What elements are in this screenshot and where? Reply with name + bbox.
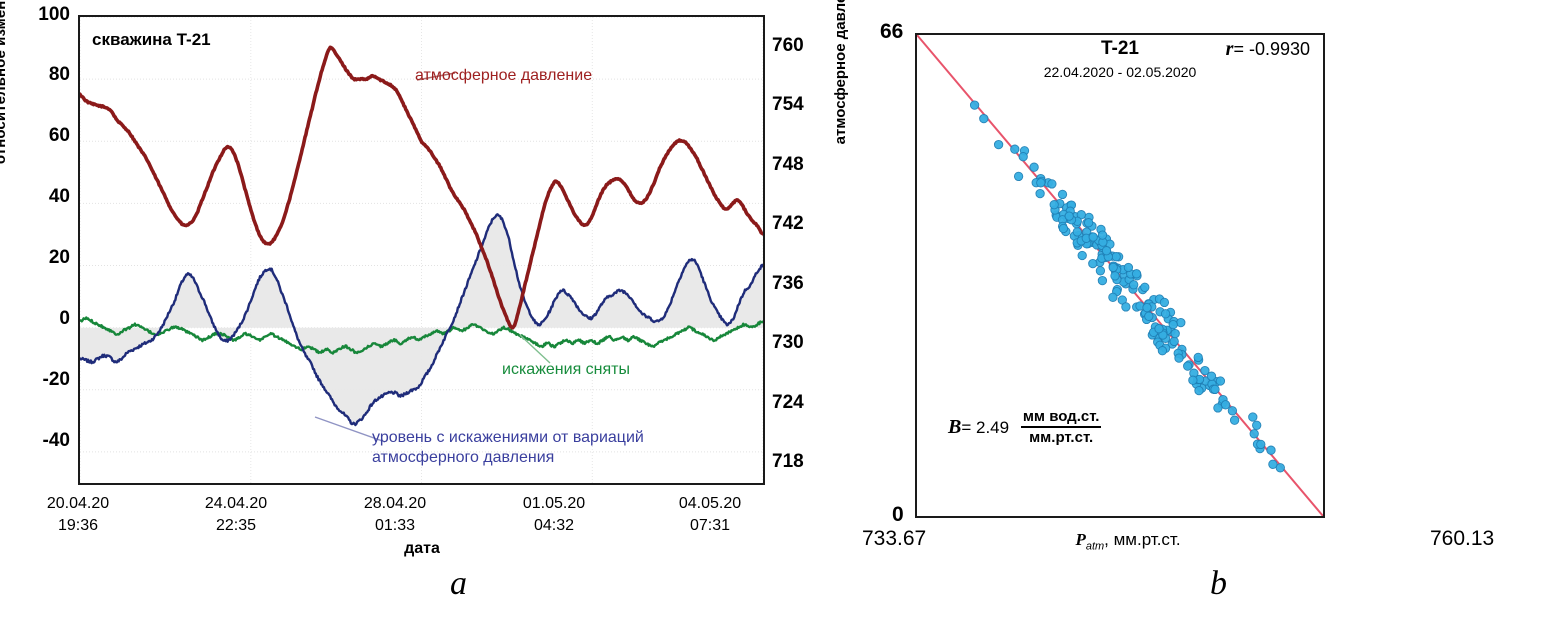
x-tick-2: 28.04.20 01:33 — [325, 493, 465, 537]
y-tick-right-4: 736 — [772, 273, 804, 294]
timeseries-svg — [80, 17, 763, 483]
y-axis-min-label: 0 — [892, 503, 904, 526]
x-tick-0-time: 19:36 — [57, 517, 99, 534]
b-value: = 2.49 — [961, 417, 1010, 437]
y-axis-max-label: 66 — [880, 20, 904, 43]
well-title-label: скважина T-21 — [92, 30, 211, 49]
scatter-subtitle: 22.04.2020 - 02.05.2020 — [1043, 64, 1197, 80]
correlation-value: = -0.9930 — [1233, 39, 1310, 59]
annotation-raw: уровень с искажениями от вариаций атмосф… — [372, 428, 644, 468]
y-tick-right-7: 718 — [772, 451, 804, 472]
y-tick-left-2: 60 — [48, 125, 70, 146]
x-tick-3-time: 04:32 — [533, 517, 575, 534]
x-tick-1-date: 24.04.20 — [204, 495, 268, 512]
plot-area-a — [78, 15, 765, 485]
panel-a-timeseries: относительное изменение уровня, мм атмос… — [0, 0, 849, 602]
annotation-raw-line1: уровень с искажениями от вариаций — [372, 429, 644, 446]
y-tick-left-1: 80 — [48, 64, 70, 85]
y-tick-right-0: 760 — [772, 35, 804, 56]
y-tick-right-5: 730 — [772, 332, 804, 353]
correlation-readout: r= -0.9930 — [1110, 38, 1310, 61]
y-tick-right-1: 754 — [772, 94, 804, 115]
y-tick-left-0: 100 — [38, 4, 70, 25]
annotation-pressure: атмосферное давление — [415, 67, 593, 84]
barometric-efficiency-readout: B= 2.49 мм вод.ст. мм.рт.ст. — [948, 408, 1102, 446]
panel-b-scatter: T-21 22.04.2020 - 02.05.2020 r= -0.9930 … — [800, 0, 1560, 621]
panel-letter-b: b — [1210, 565, 1227, 602]
y-tick-left-3: 40 — [48, 186, 70, 207]
y-tick-left-5: 0 — [59, 308, 70, 329]
b-units-numerator: мм вод.ст. — [1020, 408, 1102, 428]
x-tick-0-date: 20.04.20 — [46, 495, 110, 512]
b-units-fraction: мм вод.ст. мм.рт.ст. — [1020, 408, 1102, 446]
annotation-raw-line2: атмосферного давления — [372, 449, 555, 466]
b-equation: B= 2.49 — [948, 416, 1009, 439]
x-tick-3: 01.05.20 04:32 — [484, 493, 624, 537]
plot-area-b — [915, 33, 1325, 518]
x-tick-1-time: 22:35 — [215, 517, 257, 534]
x-tick-1: 24.04.20 22:35 — [166, 493, 306, 537]
y-tick-right-2: 748 — [772, 154, 804, 175]
x-tick-0: 20.04.20 19:36 — [8, 493, 148, 537]
panel-letter-a: a — [450, 565, 467, 602]
x-axis-max-label: 760.13 — [1430, 527, 1495, 550]
x-tick-4: 04.05.20 07:31 — [640, 493, 780, 537]
y-tick-left-6: -20 — [42, 369, 70, 390]
p-atm-units: , мм.рт.ст. — [1104, 530, 1181, 549]
correlation-symbol: r — [1225, 38, 1234, 60]
y-tick-right-3: 742 — [772, 213, 804, 234]
x-tick-2-date: 28.04.20 — [363, 495, 427, 512]
scatter-x-axis-label: Patm, мм.рт.ст. — [998, 530, 1258, 552]
b-symbol: B — [948, 415, 962, 438]
x-tick-2-time: 01:33 — [374, 517, 416, 534]
y-tick-left-7: -40 — [42, 430, 70, 451]
annotation-corrected: искажения сняты — [502, 361, 630, 378]
scatter-svg — [917, 35, 1323, 516]
y-tick-left-4: 20 — [48, 247, 70, 268]
p-atm-subscript: atm — [1085, 540, 1105, 553]
x-axis-min-label: 733.67 — [862, 527, 927, 550]
x-tick-4-date: 04.05.20 — [678, 495, 742, 512]
scatter-title: T-21 — [1100, 38, 1140, 59]
x-tick-3-date: 01.05.20 — [522, 495, 586, 512]
y-tick-right-6: 724 — [772, 392, 804, 413]
x-tick-4-time: 07:31 — [689, 517, 731, 534]
p-atm-symbol: P — [1075, 530, 1086, 549]
x-axis-title: дата — [404, 540, 440, 557]
b-units-denominator: мм.рт.ст. — [1029, 429, 1094, 446]
